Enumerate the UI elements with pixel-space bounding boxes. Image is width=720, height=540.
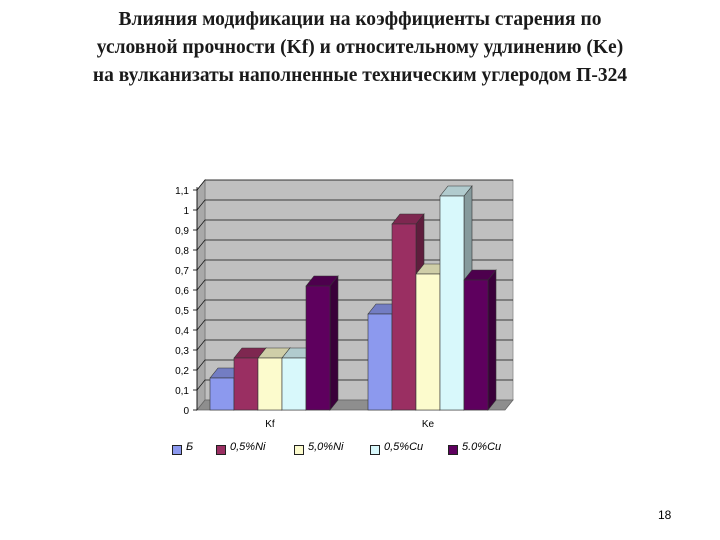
y-tick-label: 1,1 xyxy=(175,186,189,197)
y-tick-label: 1 xyxy=(183,206,189,217)
gridline xyxy=(196,179,513,191)
bar xyxy=(391,223,417,411)
x-category-label: Ke xyxy=(422,419,435,430)
x-category-label: Kf xyxy=(265,419,275,430)
bar xyxy=(233,357,259,411)
gridline xyxy=(196,199,513,211)
page-number: 18 xyxy=(658,508,672,522)
bar-side xyxy=(329,275,339,411)
bar xyxy=(305,285,331,411)
legend-label: 5.0%Cu xyxy=(462,441,502,453)
legend-swatch xyxy=(294,445,304,455)
y-tick-label: 0,2 xyxy=(175,366,189,377)
y-tick-label: 0,4 xyxy=(175,326,189,337)
y-tick-label: 0,8 xyxy=(175,246,189,257)
bar xyxy=(209,377,235,411)
legend-label: 0,5%Ni xyxy=(230,441,266,453)
bar xyxy=(463,279,489,411)
bar xyxy=(281,357,307,411)
chart-side-wall xyxy=(196,178,206,412)
bar-chart: 0 0,1 0,2 0,3 0,4 0,5 0,6 0,7 0,8 0,9 1 1,1 Kf Ke xyxy=(175,178,514,430)
bar xyxy=(257,357,283,411)
legend-label: 0,5%Cu xyxy=(384,441,424,453)
legend-swatch xyxy=(448,445,458,455)
title-line-3: на вулканизаты наполненные техническим у… xyxy=(92,65,628,86)
title-line-1: Влияния модификации на коэффициенты стар… xyxy=(118,9,602,30)
bar xyxy=(367,313,393,411)
y-tick-label: 0,7 xyxy=(175,266,189,277)
y-tick-label: 0,3 xyxy=(175,346,189,357)
legend-label: 5,0%Ni xyxy=(308,441,344,453)
y-tick-label: 0,9 xyxy=(175,226,189,237)
y-tick-label: 0,1 xyxy=(175,386,189,397)
legend-swatch xyxy=(172,445,182,455)
y-tick-label: 0,6 xyxy=(175,286,189,297)
legend-swatch xyxy=(216,445,226,455)
bar xyxy=(439,195,465,411)
slide-title: Влияния модификации на коэффициенты стар… xyxy=(10,6,710,90)
title-line-2: условной прочности (Kf) и относительному… xyxy=(96,37,624,58)
y-tick-label: 0,5 xyxy=(175,306,189,317)
y-tick-label: 0 xyxy=(183,406,189,417)
legend-swatch xyxy=(370,445,380,455)
bar-side xyxy=(487,269,497,411)
bar xyxy=(415,273,441,411)
legend-label: Б xyxy=(186,441,194,453)
